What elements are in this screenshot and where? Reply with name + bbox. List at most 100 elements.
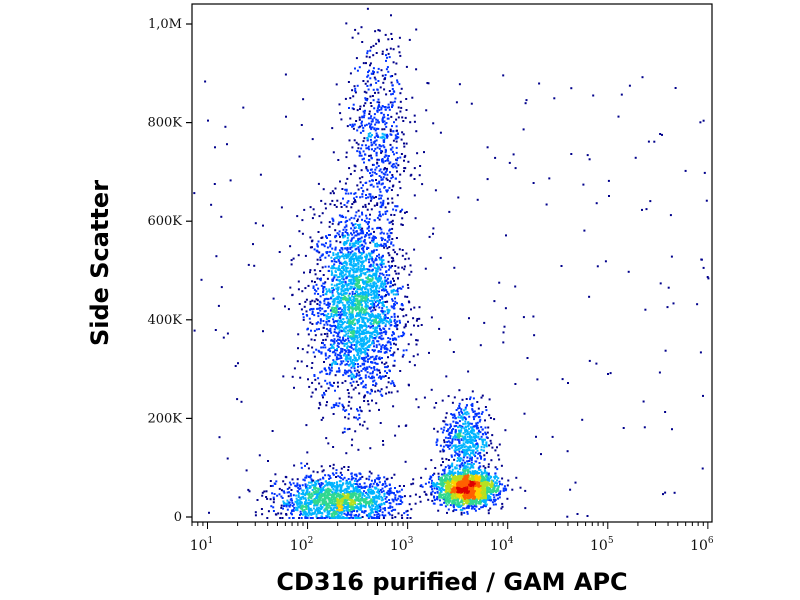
event-dot	[325, 496, 328, 499]
event-dot	[338, 283, 341, 285]
event-dot	[375, 258, 378, 261]
event-dot	[318, 511, 321, 514]
event-dot	[359, 308, 362, 311]
event-dot	[403, 145, 406, 148]
event-dot	[372, 511, 374, 514]
event-dot	[370, 128, 373, 131]
event-dot	[356, 322, 359, 325]
event-dot	[363, 235, 366, 238]
event-dot	[325, 516, 328, 519]
event-dot	[386, 179, 389, 181]
event-dot	[323, 509, 326, 512]
event-dot	[353, 297, 356, 300]
event-dot	[353, 369, 356, 372]
event-dot	[319, 499, 322, 502]
event-dot	[380, 376, 383, 379]
event-dot	[338, 494, 341, 497]
event-dot	[354, 359, 357, 362]
event-dot	[375, 287, 377, 290]
event-dot	[413, 178, 416, 180]
event-dot	[369, 135, 372, 138]
event-dot	[369, 491, 372, 493]
event-dot	[328, 515, 331, 518]
event-dot	[391, 514, 394, 517]
event-dot	[346, 428, 349, 431]
event-dot	[289, 245, 292, 248]
event-dot	[349, 482, 352, 485]
event-dot	[388, 488, 391, 491]
event-dot	[376, 517, 379, 519]
event-dot	[384, 366, 387, 369]
event-dot	[374, 277, 377, 280]
event-dot	[359, 288, 362, 291]
event-dot	[463, 507, 466, 510]
event-dot	[369, 483, 372, 486]
event-dot	[345, 359, 348, 362]
event-dot	[362, 282, 365, 285]
event-dot	[371, 95, 374, 97]
event-dot	[326, 335, 329, 338]
event-dot	[376, 497, 379, 500]
event-dot	[368, 69, 371, 72]
event-dot	[387, 292, 390, 295]
event-dot	[350, 227, 353, 230]
event-dot	[320, 489, 323, 492]
event-dot	[359, 295, 362, 298]
event-dot	[334, 362, 337, 365]
event-dot	[368, 365, 371, 368]
event-dot	[345, 257, 348, 259]
event-dot	[319, 322, 322, 325]
event-dot	[356, 84, 359, 87]
event-dot	[372, 240, 375, 243]
event-dot	[335, 298, 338, 301]
event-dot	[385, 351, 388, 354]
event-dot	[403, 485, 405, 487]
event-dot	[388, 106, 390, 109]
event-dot	[337, 252, 340, 255]
event-dot	[385, 48, 388, 51]
event-dot	[369, 154, 372, 157]
event-dot	[415, 130, 418, 133]
event-dot	[381, 307, 384, 310]
event-dot	[318, 251, 321, 254]
event-dot	[349, 510, 352, 513]
event-dot	[348, 107, 350, 109]
event-dot	[372, 283, 375, 286]
event-dot	[321, 498, 324, 501]
event-dot	[350, 513, 353, 516]
event-dot	[333, 510, 336, 513]
event-dot	[357, 384, 360, 386]
event-dot	[332, 497, 335, 500]
event-dot	[304, 254, 307, 257]
event-dot	[315, 322, 318, 325]
event-dot	[395, 293, 398, 296]
event-dot	[399, 210, 402, 213]
event-dot	[375, 358, 377, 361]
event-dot	[335, 491, 338, 494]
event-dot	[395, 140, 398, 143]
event-dot	[338, 313, 341, 316]
event-dot	[391, 176, 394, 178]
event-dot	[314, 482, 317, 485]
event-dot	[322, 342, 324, 345]
event-dot	[376, 146, 379, 149]
event-dot	[368, 110, 371, 113]
event-dot	[394, 289, 397, 292]
event-dot	[322, 320, 325, 322]
event-dot	[365, 91, 368, 94]
event-dot	[399, 307, 402, 310]
event-dot	[354, 503, 357, 506]
event-dot	[390, 382, 393, 385]
event-dot	[369, 184, 372, 187]
event-dot	[370, 284, 373, 287]
event-dot	[342, 216, 344, 218]
event-dot	[348, 496, 351, 499]
event-dot	[375, 121, 378, 124]
event-dot	[333, 307, 336, 309]
event-dot	[389, 128, 392, 131]
event-dot	[373, 150, 376, 152]
event-dot	[333, 350, 336, 353]
event-dot	[371, 361, 374, 364]
event-dot	[336, 305, 339, 308]
event-dot	[339, 241, 342, 244]
